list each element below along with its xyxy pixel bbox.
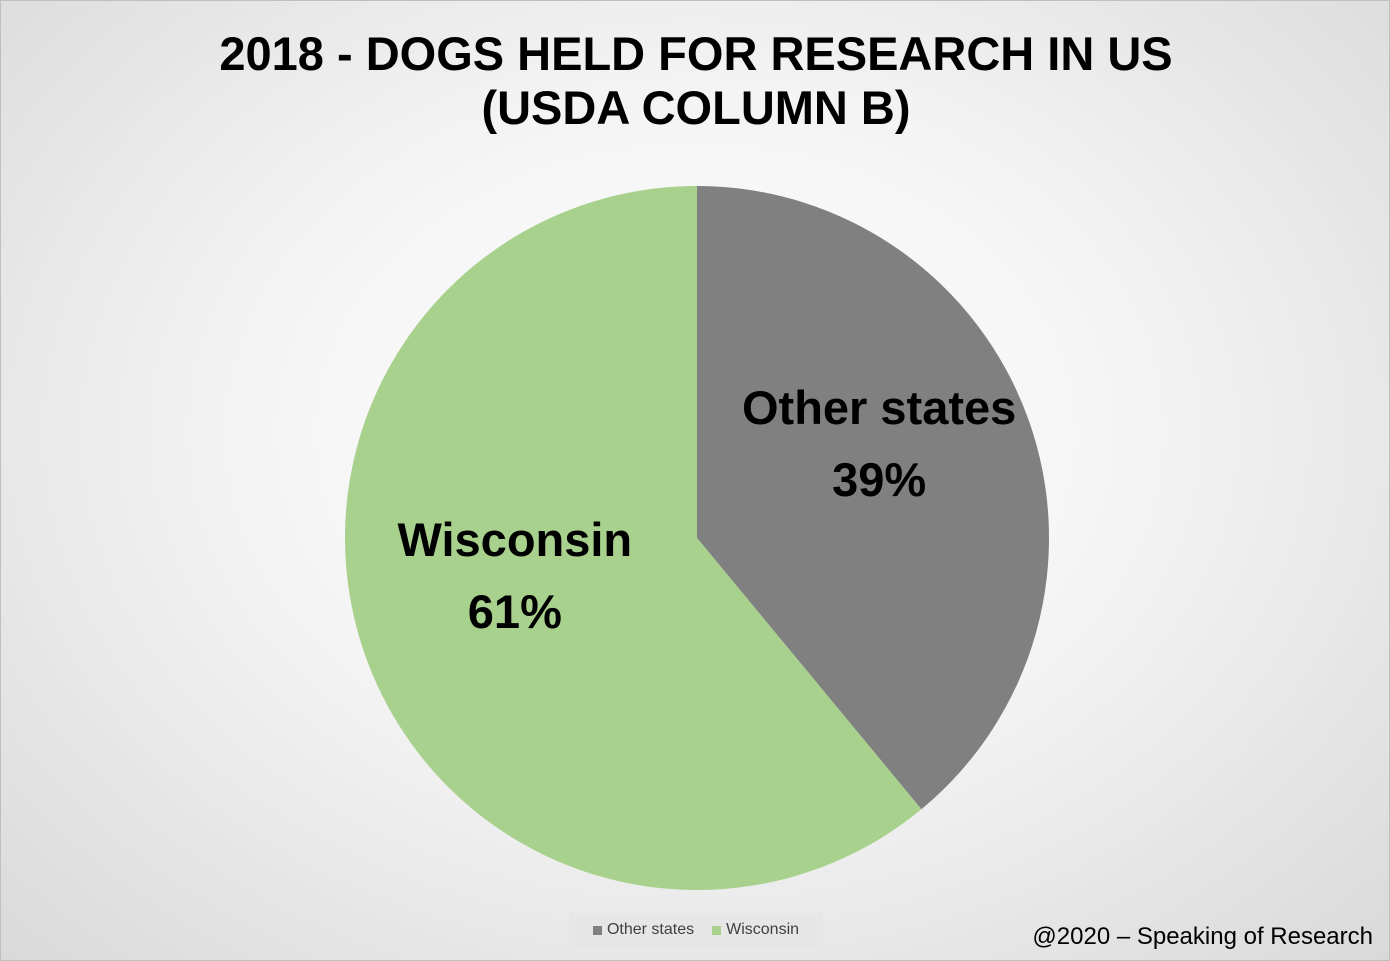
chart-title: 2018 - DOGS HELD FOR RESEARCH IN US (USD… (219, 27, 1173, 134)
legend: Other states Wisconsin (569, 913, 823, 947)
legend-swatch (712, 925, 722, 935)
data-label-category: Wisconsin (397, 512, 633, 566)
legend-label: Wisconsin (726, 921, 800, 938)
legend-item: Wisconsin (712, 921, 799, 939)
legend-label: Other states (606, 921, 695, 938)
legend-swatch (592, 925, 602, 935)
pie-slice (697, 186, 1050, 810)
data-label: Other states 39% (739, 372, 1019, 516)
data-label-value: 61% (467, 584, 562, 638)
legend-item: Other states (592, 921, 695, 939)
credit: @2020 – Speaking of Research (1032, 923, 1373, 950)
data-label-value: 39% (832, 453, 927, 507)
data-label: Wisconsin 61% (375, 504, 655, 648)
data-label-category: Other states (742, 381, 1017, 435)
pie-slice (345, 186, 922, 890)
